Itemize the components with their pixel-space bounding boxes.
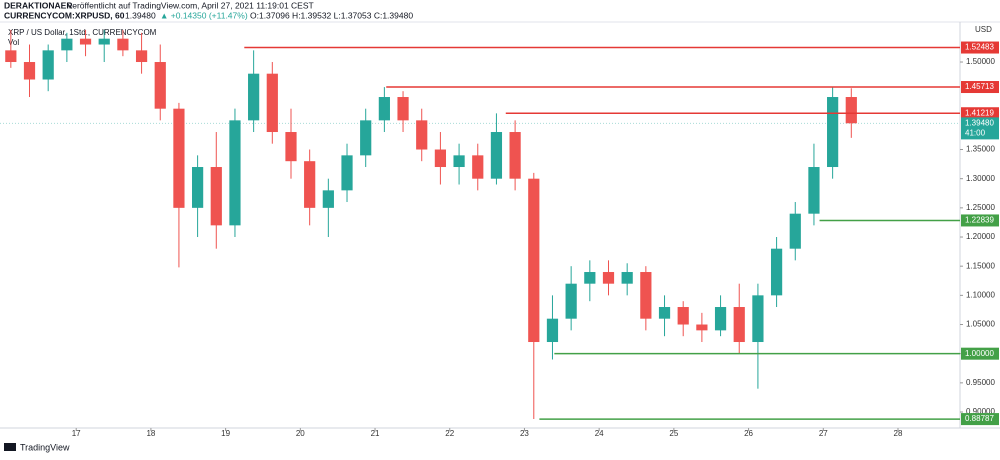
x-tick-label: 20 [296,429,305,438]
y-tick-label: 1.05000 [966,320,995,329]
candle-body [472,155,484,179]
level-tag [961,81,999,94]
candle-body [304,161,316,208]
author: DERAKTIONAER [4,0,72,10]
candle-body [658,307,671,319]
candle-body [397,97,409,121]
x-tick-label: 17 [72,429,81,438]
logo [4,443,16,451]
candle-body [845,97,857,124]
candle-body [5,50,17,63]
candle-body [546,318,559,343]
countdown: 41:00 [965,128,986,137]
candle-body [248,73,260,121]
candle-body [416,120,428,150]
level-label: 1.22839 [965,216,994,225]
candle-body [453,155,465,168]
x-tick-label: 18 [146,429,155,438]
candle-body [23,62,36,80]
x-tick-label: 28 [894,429,903,438]
y-tick-label: 1.50000 [966,57,995,66]
candle-body [714,307,727,331]
candle-body [61,38,73,51]
x-tick-label: 24 [595,429,604,438]
candle-body [42,50,54,80]
candle-body [117,38,129,51]
level-label: 1.00000 [965,349,994,358]
candle-body [733,307,745,343]
candle-body [229,120,241,226]
candle-body [341,155,353,191]
candle-body [677,307,689,325]
x-tick-label: 21 [371,429,380,438]
y-tick-label: 1.30000 [966,174,995,183]
candle-body [210,167,222,226]
y-tick-label: 1.20000 [966,232,995,241]
ohlc: O:1.37096 H:1.39532 L:1.37053 C:1.39480 [250,10,413,20]
level-tag [961,413,999,426]
change: ▲ +0.14350 (+11.47%) [160,10,248,20]
level-label: 1.52483 [965,43,994,52]
level-label: 1.41219 [965,108,994,117]
candle-body [135,50,148,63]
footer: TradingView [20,442,70,452]
candle-body [378,97,390,121]
candle-body [98,38,110,45]
symbol: CURRENCYCOM:XRPUSD, 60 [4,10,125,20]
y-tick-label: 1.25000 [966,203,995,212]
last: 1.39480 [125,10,156,20]
x-tick-label: 19 [221,429,230,438]
candle-body [696,324,708,331]
y-tick-label: 0.95000 [966,378,995,387]
candle-body [154,62,166,109]
candle-body [565,283,577,319]
candle-body [79,38,92,45]
x-tick-label: 22 [445,429,454,438]
candle-body [827,97,839,168]
candle-body [322,190,334,208]
candle-body [192,167,204,208]
currency: USD [975,25,992,34]
x-tick-label: 25 [669,429,678,438]
level-label: 1.45713 [965,82,994,91]
last-price-label: 1.39480 [965,118,994,127]
candle-body [528,178,540,343]
candle-body [808,167,820,214]
candle-body [490,132,503,179]
y-tick-label: 1.35000 [966,145,995,154]
candle-body [602,272,615,284]
candle-body [509,132,521,179]
x-tick-label: 23 [520,429,529,438]
candle-body [173,108,185,208]
candle-body [434,149,447,168]
candle-body [621,272,633,284]
level-tag [961,41,999,54]
published: veröffentlicht auf TradingView.com, Apri… [68,0,314,10]
level-tag [961,347,999,360]
candle-body [285,132,297,162]
candle-body [770,248,783,296]
level-tag [961,107,999,120]
y-tick-label: 1.15000 [966,261,995,270]
volume-label: Vol [8,38,19,47]
legend: XRP / US Dollar, 1Std., CURRENCYCOM [8,28,157,37]
candle-body [360,120,372,156]
candle-body [266,73,278,133]
x-tick-label: 26 [744,429,753,438]
y-tick-label: 1.10000 [966,290,995,299]
candle-body [752,295,764,343]
x-tick-label: 27 [819,429,828,438]
candle-body [640,272,652,319]
level-label: 0.88787 [965,414,994,423]
level-tag [961,214,999,227]
candle-body [584,272,596,284]
last-price-tag [961,117,999,140]
y-tick-label: 0.90000 [966,407,995,416]
candle-body [789,213,801,249]
